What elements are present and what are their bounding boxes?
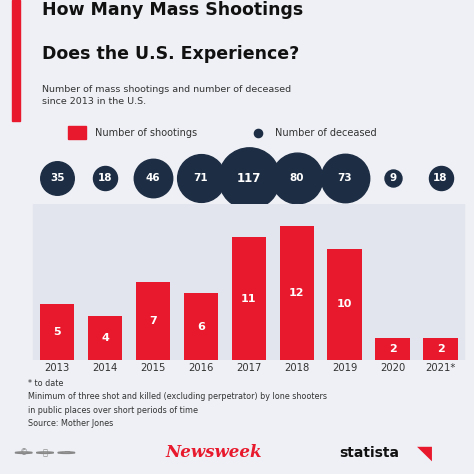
Text: 18: 18	[433, 173, 448, 183]
Text: 2017: 2017	[236, 363, 262, 373]
Text: 117: 117	[237, 172, 261, 185]
Text: ⓘ: ⓘ	[43, 448, 47, 457]
Bar	[417, 204, 465, 360]
Text: 73: 73	[337, 173, 352, 183]
Bar	[40, 304, 74, 360]
Text: 12: 12	[289, 288, 304, 298]
Text: Does the U.S. Experience?: Does the U.S. Experience?	[42, 45, 299, 63]
Text: 35: 35	[50, 173, 64, 183]
Bar	[273, 204, 321, 360]
Text: =: =	[63, 448, 70, 457]
Bar	[136, 282, 170, 360]
Text: * to date
Minimum of three shot and killed (excluding perpetrator) by lone shoot: * to date Minimum of three shot and kill…	[28, 379, 328, 428]
Text: Number of mass shootings and number of deceased
since 2013 in the U.S.: Number of mass shootings and number of d…	[42, 84, 291, 106]
Text: 2016: 2016	[188, 363, 214, 373]
Text: 2015: 2015	[140, 363, 166, 373]
Point	[293, 174, 301, 182]
Text: Number of shootings: Number of shootings	[94, 128, 197, 138]
Text: 2021*: 2021*	[425, 363, 456, 373]
Bar	[321, 204, 369, 360]
Text: 7: 7	[149, 316, 157, 326]
Bar	[68, 126, 86, 139]
Text: Number of deceased: Number of deceased	[275, 128, 377, 138]
Text: 2018: 2018	[284, 363, 310, 373]
Text: 46: 46	[146, 173, 160, 183]
Text: 2019: 2019	[332, 363, 357, 373]
Bar	[184, 293, 218, 360]
Bar	[129, 204, 177, 360]
Bar	[81, 204, 129, 360]
Text: 80: 80	[290, 173, 304, 183]
Bar	[33, 204, 81, 360]
Point	[101, 174, 109, 182]
Text: ◥: ◥	[417, 443, 432, 462]
Text: How Many Mass Shootings: How Many Mass Shootings	[42, 1, 303, 19]
Text: 10: 10	[337, 300, 352, 310]
Bar	[369, 204, 417, 360]
Point	[54, 174, 61, 182]
Bar	[328, 248, 362, 360]
Point	[437, 174, 444, 182]
Point	[245, 174, 253, 182]
Point	[389, 174, 396, 182]
Text: 4: 4	[101, 333, 109, 343]
Text: 6: 6	[197, 322, 205, 332]
Point	[149, 174, 157, 182]
Text: ©: ©	[19, 448, 28, 457]
Text: 2020: 2020	[380, 363, 405, 373]
Text: 5: 5	[54, 328, 61, 337]
Bar	[423, 338, 458, 360]
Text: 11: 11	[241, 294, 256, 304]
Point	[254, 129, 262, 137]
Point	[341, 174, 348, 182]
Text: Newsweek: Newsweek	[165, 444, 262, 461]
Text: 2: 2	[437, 344, 445, 354]
Bar	[177, 204, 225, 360]
Text: statista: statista	[340, 446, 400, 460]
Bar	[280, 226, 314, 360]
Point	[197, 174, 205, 182]
Text: 71: 71	[193, 173, 208, 183]
Bar	[225, 204, 273, 360]
Bar	[375, 338, 410, 360]
Text: 9: 9	[389, 173, 396, 183]
Text: 2013: 2013	[45, 363, 70, 373]
Text: 18: 18	[98, 173, 112, 183]
Bar	[88, 316, 122, 360]
Bar	[232, 237, 266, 360]
Text: 2: 2	[389, 344, 396, 354]
Text: 2014: 2014	[92, 363, 118, 373]
